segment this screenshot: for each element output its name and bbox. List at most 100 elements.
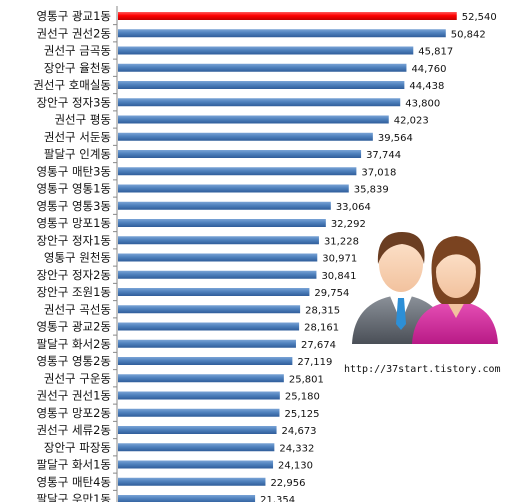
data-label: 42,023: [394, 116, 429, 127]
bar: [118, 495, 256, 502]
bar: [118, 219, 326, 227]
bar-highlight: [118, 12, 457, 20]
data-label: 35,839: [354, 185, 389, 196]
category-label: 권선구 곡선동: [44, 302, 111, 316]
bar: [118, 288, 310, 296]
data-label: 24,130: [278, 461, 313, 472]
category-label: 팔달구 화서2동: [37, 337, 111, 351]
bar: [118, 253, 318, 262]
bar: [118, 132, 373, 141]
data-label: 32,292: [331, 219, 366, 230]
users-couple-icon: [352, 232, 498, 344]
bar: [118, 167, 357, 176]
category-label: 영통구 광교2동: [37, 320, 111, 334]
bar: [118, 29, 446, 38]
data-label: 29,754: [314, 288, 349, 299]
data-label: 45,817: [418, 47, 453, 58]
category-label: 권선구 호매실동: [33, 78, 111, 92]
woman-face: [436, 246, 476, 298]
category-label: 권선구 권선2동: [37, 26, 111, 40]
bar: [118, 270, 317, 279]
category-label: 영통구 매탄3동: [37, 164, 111, 178]
data-label: 27,119: [297, 357, 332, 368]
bar: [118, 339, 296, 348]
bar: [118, 322, 300, 331]
category-label: 영통구 망포1동: [37, 216, 111, 230]
data-label: 22,956: [270, 478, 305, 489]
data-label: 43,800: [405, 98, 440, 109]
category-label: 팔달구 우만1동: [37, 492, 111, 502]
data-label: 21,354: [260, 495, 295, 502]
category-label: 장안구 조원1동: [37, 285, 111, 299]
bar: [118, 374, 284, 383]
data-label: 24,332: [279, 443, 314, 454]
category-label: 영통구 원천동: [44, 251, 111, 265]
bar: [118, 357, 293, 365]
data-label: 44,760: [411, 64, 446, 75]
category-label: 권선구 권선1동: [37, 389, 111, 403]
data-label: 27,674: [301, 340, 336, 351]
data-label: 31,228: [324, 236, 359, 247]
category-label: 장안구 파장동: [44, 440, 111, 454]
data-label: 30,971: [322, 254, 357, 265]
data-label: 25,801: [289, 374, 324, 385]
woman-body: [412, 302, 498, 344]
data-label: 24,673: [282, 426, 317, 437]
bar: [118, 477, 266, 486]
man-hair: [377, 232, 425, 264]
category-label: 영통구 영통1동: [37, 182, 111, 196]
category-label: 팔달구 인계동: [44, 147, 111, 161]
bar: [118, 443, 275, 452]
data-label: 39,564: [378, 133, 413, 144]
man-face: [379, 236, 423, 292]
category-label: 영통구 매탄4동: [37, 475, 111, 489]
bar: [118, 426, 277, 434]
axis-layer: [113, 6, 118, 502]
category-label: 권선구 금곡동: [44, 44, 111, 58]
data-label: 50,842: [451, 29, 486, 40]
data-label: 37,744: [366, 150, 401, 161]
data-label: 25,125: [284, 409, 319, 420]
data-label: 44,438: [409, 81, 444, 92]
woman-bangs: [436, 240, 476, 268]
bar: [118, 305, 301, 314]
bar: [118, 115, 389, 124]
bar: [118, 460, 274, 469]
bar: [118, 184, 349, 193]
bar: [118, 63, 407, 72]
bar: [118, 98, 401, 107]
bar: [118, 391, 280, 400]
data-label: 30,841: [321, 271, 356, 282]
category-label: 권선구 서둔동: [44, 130, 111, 144]
data-label: 25,180: [285, 392, 320, 403]
category-label: 장안구 정자2동: [37, 268, 111, 282]
bar: [118, 46, 414, 55]
woman-neck: [446, 300, 466, 318]
category-label: 권선구 세류2동: [37, 423, 111, 437]
category-label: 권선구 평동: [54, 113, 111, 127]
data-label: 28,161: [304, 323, 339, 334]
data-label: 33,064: [336, 202, 371, 213]
category-label: 장안구 정자3동: [37, 95, 111, 109]
data-label: 37,018: [361, 167, 396, 178]
bars-layer: [118, 12, 457, 502]
data-label: 28,315: [305, 305, 340, 316]
bar: [118, 408, 280, 417]
watermark-url: http://37start.tistory.com: [344, 364, 501, 375]
bar: [118, 236, 319, 245]
category-label: 영통구 영통2동: [37, 354, 111, 368]
category-label: 영통구 망포2동: [37, 406, 111, 420]
bar: [118, 150, 362, 158]
category-label: 권선구 구운동: [44, 371, 111, 385]
category-label: 장안구 율천동: [44, 61, 111, 75]
category-label: 장안구 정자1동: [37, 233, 111, 247]
category-label: 팔달구 화서1동: [37, 458, 111, 472]
category-label: 영통구 광교1동: [37, 9, 111, 23]
data-label: 52,540: [462, 12, 497, 23]
bar: [118, 81, 405, 89]
category-label: 영통구 영통3동: [37, 199, 111, 213]
labels-layer: 영통구 광교1동 52,540 권선구 권선2동 50,842 권선구 금곡동 45,81…: [33, 9, 496, 502]
man-tie: [396, 298, 406, 330]
